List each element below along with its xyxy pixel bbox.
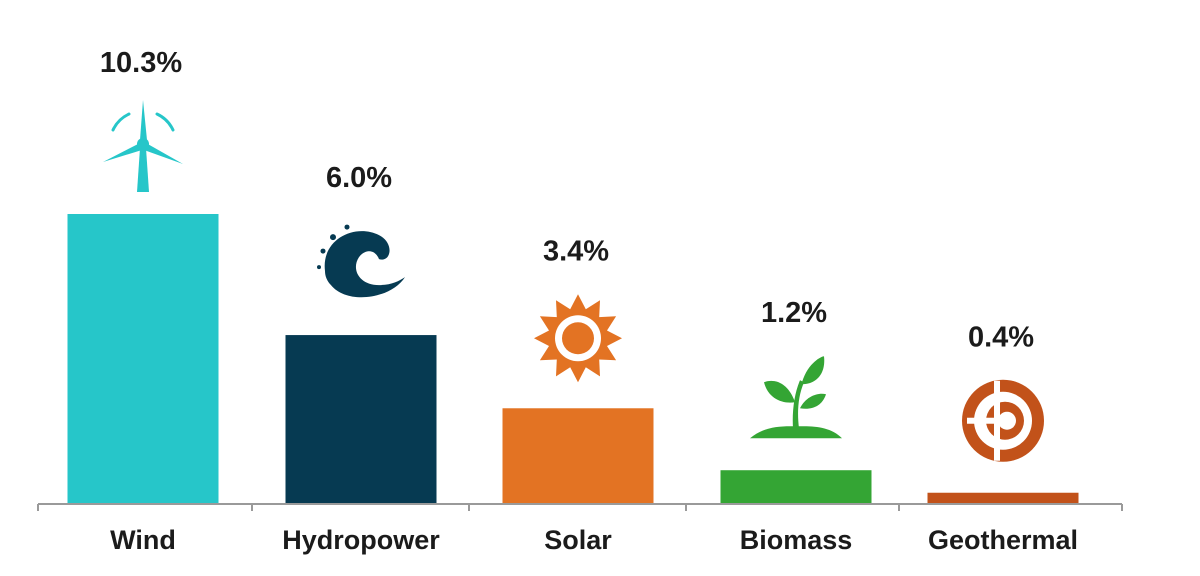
category-label-hydropower: Hydropower — [282, 525, 440, 555]
water-wave-icon — [317, 224, 405, 298]
bar-solar — [502, 408, 654, 504]
sun-icon — [534, 294, 622, 383]
wind-turbine-icon — [103, 100, 183, 192]
category-label-biomass: Biomass — [740, 525, 853, 555]
data-label-wind: 10.3% — [100, 47, 182, 79]
bar-geothermal — [927, 492, 1079, 504]
data-label-solar: 3.4% — [543, 235, 609, 267]
data-label-geothermal: 0.4% — [968, 322, 1034, 354]
data-label-biomass: 1.2% — [761, 297, 827, 329]
category-label-wind: Wind — [110, 525, 176, 555]
category-label-geothermal: Geothermal — [928, 525, 1078, 555]
bars — [67, 214, 1079, 504]
category-label-solar: Solar — [544, 525, 612, 555]
labels: 10.3% Wind 6.0% Hydropower 3.4% Solar 1.2% Biom… — [100, 47, 1078, 555]
data-label-hydropower: 6.0% — [326, 162, 392, 194]
bar-wind — [67, 214, 219, 504]
geothermal-globe-icon — [962, 379, 1044, 462]
plant-sprout-icon — [750, 356, 842, 439]
bar-biomass — [720, 470, 872, 504]
x-axis — [37, 503, 1123, 511]
category-icons — [103, 100, 1044, 462]
bar-hydropower — [285, 335, 437, 504]
